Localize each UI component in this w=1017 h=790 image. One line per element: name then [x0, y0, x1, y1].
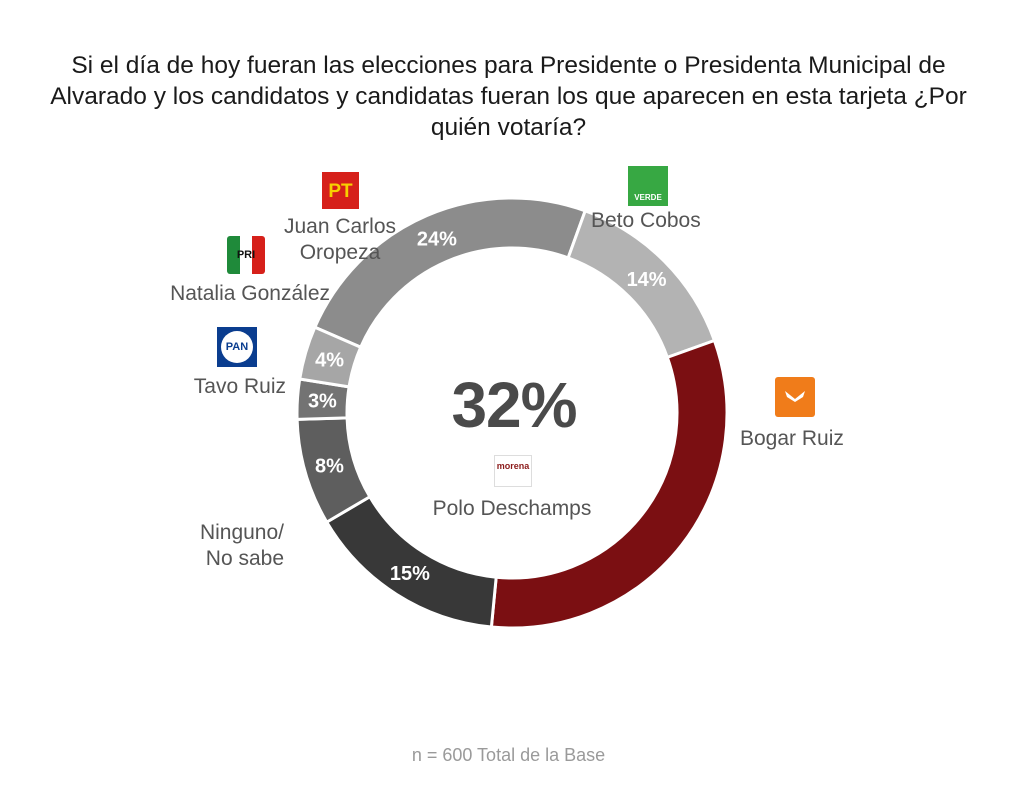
label-bogar: Bogar Ruiz — [740, 427, 844, 450]
footer-note: n = 600 Total de la Base — [411, 745, 606, 765]
label-ninguno-line1: Ninguno/ — [199, 521, 284, 544]
morena-logo-text: morena — [496, 461, 530, 471]
slice-label-natalia-gonz-lez: 3% — [308, 391, 337, 413]
mc-bird-icon — [785, 391, 805, 402]
pan-logo: PAN — [217, 327, 257, 367]
label-beto: Beto Cobos — [591, 209, 701, 232]
slice-label-ninguno-no-sabe: 15% — [390, 563, 430, 585]
center-name: Polo Deschamps — [432, 497, 592, 520]
pan-logo-text: PAN — [225, 341, 249, 353]
label-ninguno: Ninguno/ No sabe — [150, 520, 284, 572]
pri-logo: PRI — [227, 236, 265, 274]
morena-logo: morena — [494, 455, 532, 487]
label-ninguno-line2: No sabe — [205, 547, 284, 570]
chart-title: Si el día de hoy fueran las elecciones p… — [50, 52, 967, 141]
label-tavo: Tavo Ruiz — [193, 375, 286, 398]
verde-logo: VERDE — [628, 166, 668, 206]
pt-logo-text: PT — [328, 181, 353, 202]
label-natalia: Natalia González — [170, 282, 330, 305]
verde-logo-text: VERDE — [634, 193, 662, 202]
label-juan-line2: Oropeza — [299, 241, 381, 264]
pri-logo-text: PRI — [236, 249, 256, 261]
pt-logo: PT — [322, 172, 359, 209]
slice-juan-carlos-oropeza — [297, 325, 363, 389]
slice-label-bogar-ruiz: 14% — [627, 269, 667, 291]
label-juan-line1: Juan Carlos — [283, 215, 397, 238]
slice-label-tavo-ruiz: 8% — [315, 456, 344, 478]
center-value: 32% — [451, 369, 577, 441]
slice-label-beto-cobos: 24% — [417, 228, 457, 250]
label-juan-carlos: Juan Carlos Oropeza — [265, 214, 415, 266]
slice-label-juan-carlos-oropeza: 4% — [315, 350, 344, 372]
slice-polo-deschamps — [489, 338, 729, 630]
movimiento-ciudadano-icon — [775, 377, 815, 417]
